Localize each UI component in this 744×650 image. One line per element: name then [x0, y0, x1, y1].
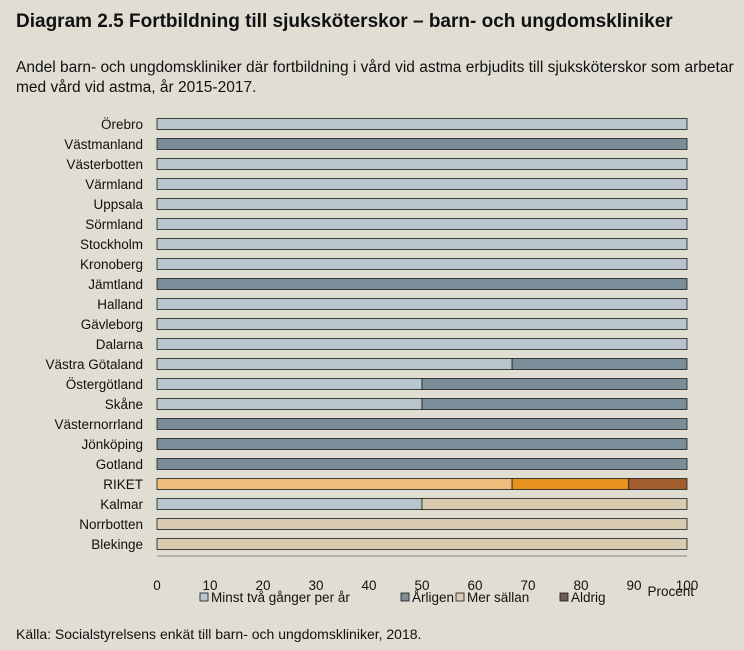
- bar-gavleborg-minst-tva-ganger-per-ar: [156, 318, 688, 330]
- x-tick-label-10: 10: [202, 578, 217, 593]
- bar-ostergotland-arligen: [421, 378, 688, 390]
- bar-blekinge-mer-sallan: [156, 538, 688, 550]
- x-tick-label-0: 0: [153, 578, 161, 593]
- legend: Minst två gånger per år Årligen Mer sällan…: [199, 590, 606, 605]
- category-label-vastmanland: Västmanland: [64, 137, 143, 152]
- bar-skane-minst-tva-ganger-per-ar: [156, 398, 423, 410]
- x-tick-label-80: 80: [573, 578, 588, 593]
- category-label-varmland: Värmland: [85, 177, 143, 192]
- source-note: Källa: Socialstyrelsens enkät till barn-…: [16, 626, 422, 642]
- chart-title: Diagram 2.5 Fortbildning till sjuksköter…: [16, 11, 673, 32]
- category-label-vasterbotten: Västerbotten: [66, 157, 143, 172]
- category-label-jonkoping: Jönköping: [81, 437, 143, 452]
- bar-skane-arligen: [421, 398, 688, 410]
- category-label-ostergotland: Östergötland: [66, 377, 143, 392]
- category-label-kronoberg: Kronoberg: [80, 257, 143, 272]
- bar-kalmar-minst-tva-ganger-per-ar: [156, 498, 423, 510]
- x-tick-label-100: 100: [676, 578, 699, 593]
- bar-halland-minst-tva-ganger-per-ar: [156, 298, 688, 310]
- bar-jonkoping-arligen: [156, 438, 688, 450]
- bar-uppsala-minst-tva-ganger-per-ar: [156, 198, 688, 210]
- bar-norrbotten-mer-sallan: [156, 518, 688, 530]
- x-axis-title: Procent: [647, 584, 694, 599]
- bar-gotland-arligen: [156, 458, 688, 470]
- category-label-gotland: Gotland: [96, 457, 143, 472]
- category-label-norrbotten: Norrbotten: [79, 517, 143, 532]
- x-tick-label-30: 30: [308, 578, 323, 593]
- legend-swatch-minst-tva-ganger-per-ar: [199, 592, 209, 602]
- legend-label-arligen: Årligen: [412, 590, 454, 605]
- bar-vasternorrland-arligen: [156, 418, 688, 430]
- category-label-vastra-gotaland: Västra Götaland: [45, 357, 143, 372]
- bar-dalarna-minst-tva-ganger-per-ar: [156, 338, 688, 350]
- category-label-blekinge: Blekinge: [91, 537, 143, 552]
- category-label-halland: Halland: [97, 297, 143, 312]
- x-tick-label-90: 90: [626, 578, 641, 593]
- bar-sormland-minst-tva-ganger-per-ar: [156, 218, 688, 230]
- category-label-orebro: Örebro: [101, 117, 143, 132]
- category-label-gavleborg: Gävleborg: [81, 317, 143, 332]
- x-tick-label-40: 40: [361, 578, 376, 593]
- legend-swatch-mer-sallan: [455, 592, 465, 602]
- x-tick-label-20: 20: [255, 578, 270, 593]
- bar-riket-aldrig: [628, 478, 688, 490]
- category-labels: Örebro Västmanland Västerbotten Värmland Upp…: [45, 117, 143, 552]
- bar-jamtland-arligen: [156, 278, 688, 290]
- bar-vastra-gotaland-minst-tva-ganger-per-ar: [156, 358, 513, 370]
- category-label-jamtland: Jämtland: [88, 277, 143, 292]
- category-label-skane: Skåne: [105, 397, 143, 412]
- bar-kalmar-mer-sallan: [421, 498, 688, 510]
- bar-riket-arligen: [511, 478, 630, 490]
- legend-label-minst-tva-ganger-per-ar: Minst två gånger per år: [211, 590, 350, 605]
- category-label-kalmar: Kalmar: [100, 497, 143, 512]
- x-tick-label-70: 70: [520, 578, 535, 593]
- category-label-dalarna: Dalarna: [96, 337, 144, 352]
- bar-vastmanland-arligen: [156, 138, 688, 150]
- bar-orebro-minst-tva-ganger-per-ar: [156, 118, 688, 130]
- category-label-vasternorrland: Västernorrland: [54, 417, 143, 432]
- legend-swatch-arligen: [400, 592, 410, 602]
- category-label-riket: RIKET: [103, 477, 143, 492]
- x-tick-label-60: 60: [467, 578, 482, 593]
- category-label-sormland: Sörmland: [85, 217, 143, 232]
- bar-vasterbotten-minst-tva-ganger-per-ar: [156, 158, 688, 170]
- x-tick-label-50: 50: [414, 578, 429, 593]
- bars-group: [156, 118, 688, 550]
- bar-stockholm-minst-tva-ganger-per-ar: [156, 238, 688, 250]
- bar-kronoberg-minst-tva-ganger-per-ar: [156, 258, 688, 270]
- legend-label-mer-sallan: Mer sällan: [467, 590, 529, 605]
- bar-riket-minst-tva-ganger-per-ar: [156, 478, 513, 490]
- legend-swatch-aldrig: [559, 592, 569, 602]
- bar-ostergotland-minst-tva-ganger-per-ar: [156, 378, 423, 390]
- legend-label-aldrig: Aldrig: [571, 590, 606, 605]
- chart-subtitle: Andel barn- och ungdomskliniker där fort…: [16, 59, 734, 96]
- bar-vastra-gotaland-arligen: [511, 358, 688, 370]
- category-label-stockholm: Stockholm: [80, 237, 143, 252]
- bar-varmland-minst-tva-ganger-per-ar: [156, 178, 688, 190]
- category-label-uppsala: Uppsala: [93, 197, 143, 212]
